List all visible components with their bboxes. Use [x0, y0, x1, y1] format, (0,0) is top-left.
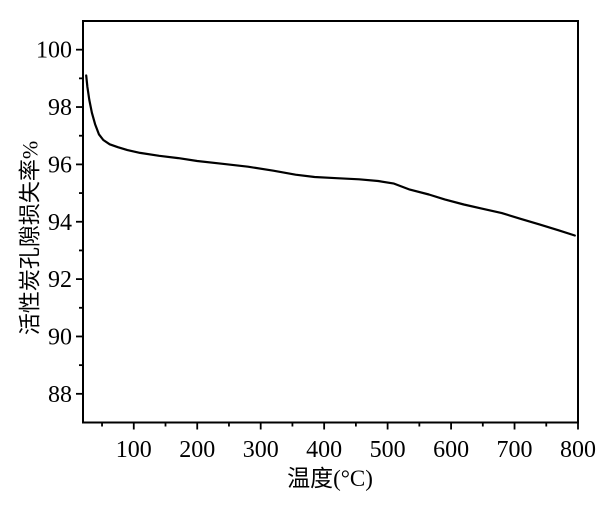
x-axis-title: 温度(°C): [287, 466, 373, 491]
y-axis-ticks: [76, 48, 83, 395]
x-tick-label: 300: [243, 437, 279, 463]
x-tick-label: 800: [560, 437, 596, 463]
y-tick-label: 96: [48, 152, 72, 178]
y-tick-label: 88: [48, 382, 72, 408]
x-axis-ticks: [101, 422, 579, 430]
x-tick-label: 500: [370, 437, 406, 463]
data-series-line: [85, 74, 576, 237]
x-tick-label: 400: [306, 437, 342, 463]
y-tick-label: 90: [48, 324, 72, 350]
y-tick-label: 92: [48, 267, 72, 293]
y-axis-title: 活性炭孔隙损失率%: [18, 141, 43, 335]
x-axis-tick-labels: 100 200 300 400 500 600 700 800: [116, 437, 596, 463]
y-tick-label: 98: [48, 95, 72, 121]
y-axis-tick-labels: 88 90 92 94 96 98 100: [36, 38, 72, 408]
y-tick-label: 94: [48, 210, 72, 236]
x-tick-label: 200: [179, 437, 215, 463]
plot-frame: [82, 20, 579, 424]
x-tick-label: 100: [116, 437, 152, 463]
x-tick-label: 600: [433, 437, 469, 463]
y-tick-label: 100: [36, 38, 72, 64]
x-tick-label: 700: [497, 437, 533, 463]
